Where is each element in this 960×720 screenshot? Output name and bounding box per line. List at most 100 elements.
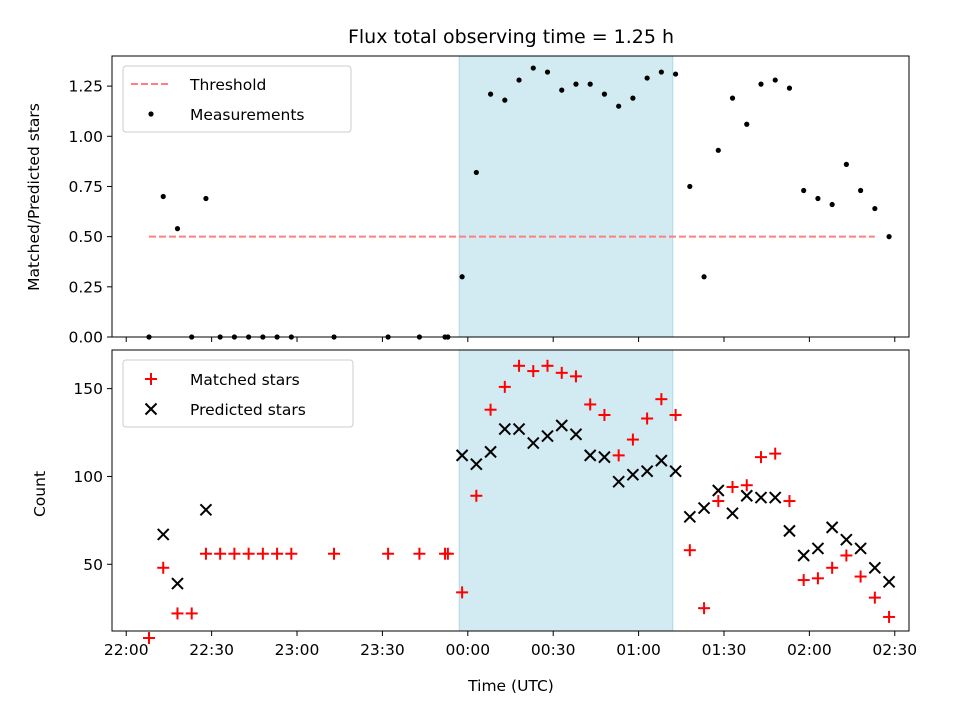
matched-stars-point [669,408,682,421]
matched-stars-point [441,547,454,560]
measurement-point [644,75,650,81]
predicted-stars-point [655,454,668,467]
y-tick-label: 0.00 [68,329,103,347]
measurement-point [487,91,494,97]
predicted-stars-point [455,449,469,462]
matched-stars-point [456,586,469,599]
predicted-stars-point [640,464,654,478]
measurement-point [573,81,579,87]
measurement-point [530,65,536,71]
predicted-stars-point [612,475,625,488]
predicted-stars-point [797,549,810,562]
measurement-point [801,187,807,194]
matched-stars-point [498,380,511,393]
matched-stars-point [840,549,853,562]
matched-stars-point [683,544,696,557]
measurement-point [715,147,721,153]
measurement-point [174,226,181,232]
measurement-point [829,201,835,208]
x-tick-label: 00:00 [445,641,490,659]
bottom-observing-span [458,349,674,632]
top-chart-title: Flux total observing time = 1.25 h [348,26,674,48]
matched-stars-point [527,365,540,378]
legend-measurements-label: Measurements [190,106,305,124]
predicted-stars-point [555,419,568,432]
matched-stars-point [598,408,611,421]
x-tick-label: 23:00 [275,641,320,659]
measurement-point [886,234,892,240]
predicted-stars-point [754,491,768,504]
top-observing-span [458,55,674,338]
measurement-point [843,161,849,167]
matched-stars-point [199,547,212,560]
matched-stars-point [470,489,483,502]
matched-stars-point [382,547,395,560]
legend-predicted-label: Predicted stars [190,401,306,419]
measurement-point [772,77,778,83]
top-axes-frame [111,55,910,338]
measurement-point [559,87,565,93]
y-tick-label: 1.25 [68,78,103,96]
predicted-stars-point [740,489,753,502]
matched-stars-point [740,479,753,492]
predicted-stars-point [470,457,483,471]
matched-stars-point [626,433,639,446]
matched-stars-point [228,547,241,560]
matched-stars-point [726,480,739,493]
matched-stars-point [328,547,341,560]
predicted-stars-point [484,445,497,459]
measurement-point [601,91,608,97]
matched-stars-point [712,495,725,508]
predicted-stars-point [569,428,583,441]
predicted-stars-point [726,507,739,520]
legend-threshold-label: Threshold [189,76,266,94]
top-legend-box [122,65,352,133]
legend-measurements-swatch [148,111,154,117]
measurement-point [701,274,707,280]
top-legend: Threshold Measurements [122,65,352,133]
x-tick-label: 00:30 [531,641,576,659]
predicted-stars-point [583,449,597,462]
matched-stars-point [769,447,782,460]
bottom-y-axis-label: Count [31,471,49,517]
predicted-stars-point [626,468,640,481]
matched-stars-point [783,495,796,508]
x-tick-label: 22:00 [104,641,149,659]
predicted-stars-point [712,484,725,497]
legend-predicted-swatch [144,402,158,416]
measurement-point [459,274,465,280]
y-tick-label: 50 [83,556,103,574]
bottom-plot-panel: 50 100 150 22:00 22:30 23:00 23:30 00:00 00:30 0… [73,349,917,659]
measurement-point [758,81,764,87]
y-tick-label: 100 [73,468,103,486]
x-tick-label: 02:30 [872,641,917,659]
measurement-point [687,183,693,190]
predicted-stars-point [882,575,896,589]
predicted-stars-point [541,429,554,443]
matched-stars-point [171,607,184,620]
matched-stars-point [641,412,654,425]
matched-stars-point [797,574,810,587]
matched-stars-point [826,561,839,574]
predicted-stars-point [783,524,796,538]
predicted-stars-point [598,450,611,464]
y-tick-label: 0.25 [68,278,103,296]
predicted-stars-point [769,491,782,504]
matched-stars-point [413,547,426,560]
predicted-stars-point [527,436,540,450]
predicted-stars-point [171,577,184,590]
predicted-stars-point [512,422,526,436]
top-y-axis-label: Matched/Predicted stars [25,103,43,291]
matched-stars-point [655,393,668,406]
measurement-point [744,121,750,127]
matched-stars-point [584,398,597,411]
y-tick-label: 1.00 [68,128,103,146]
measurement-point [729,95,736,101]
matched-stars-point [569,370,582,383]
matched-stars-point [256,547,269,560]
y-tick-label: 0.75 [68,178,103,196]
y-tick-label: 0.50 [68,228,103,246]
legend-matched-swatch [145,373,157,385]
bottom-axes-frame [111,349,910,632]
